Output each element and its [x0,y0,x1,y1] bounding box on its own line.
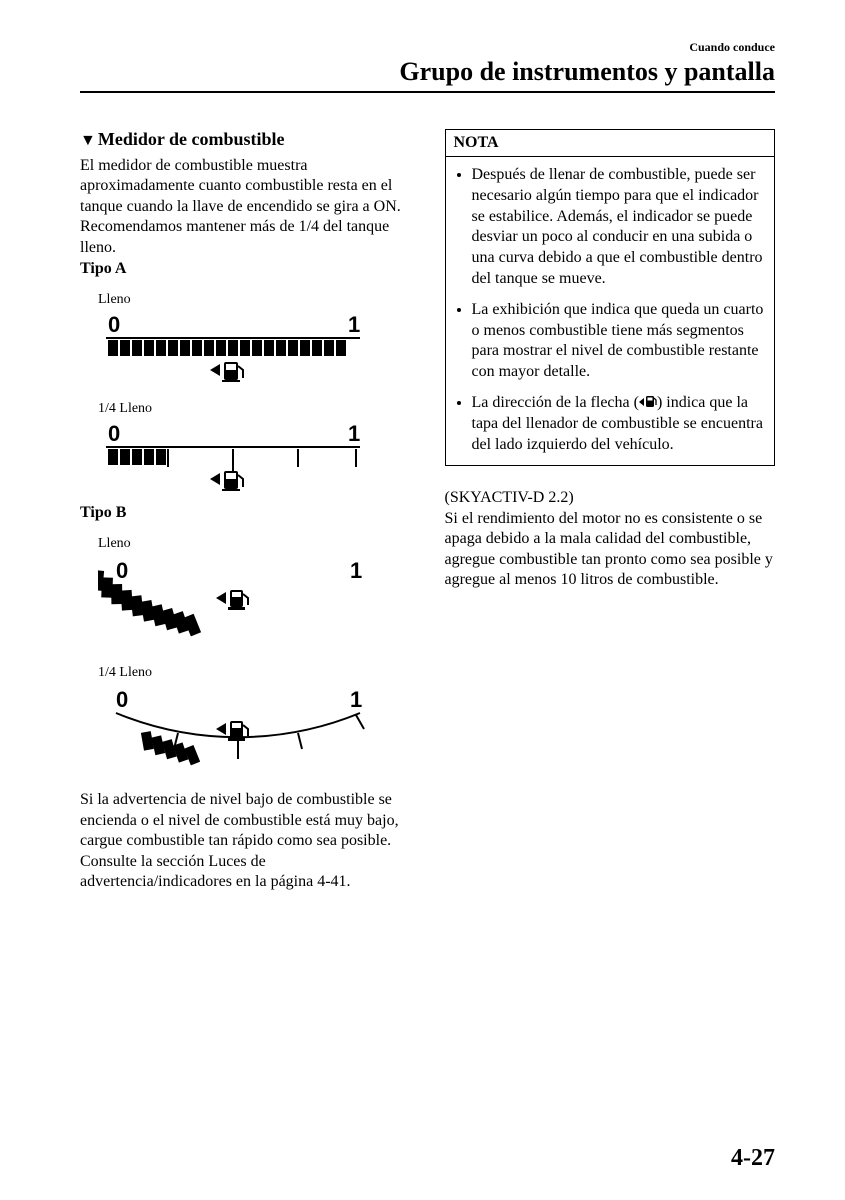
gauge-b-full: 0 1 [98,556,411,651]
fuel-pump-left-arrow-icon [210,471,243,491]
nota-item: La exhibición que indica que queda un cu… [472,300,765,383]
intro-paragraph: El medidor de combustible muestra aproxi… [80,156,411,258]
gauge-b-quarter: 0 1 [98,685,411,780]
right-column: NOTA Después de llenar de combustible, p… [445,129,776,895]
svg-text:1: 1 [350,558,362,583]
nota-list: Después de llenar de combustible, puede … [456,165,765,455]
page-number: 4-27 [731,1145,775,1172]
svg-text:1: 1 [350,687,362,712]
skyactiv-body: Si el rendimiento del motor no es consis… [445,509,776,591]
gauge-a-full-segments [108,340,346,356]
svg-text:1: 1 [348,421,360,446]
after-gauges-paragraph: Si la advertencia de nivel bajo de combu… [80,790,411,892]
page-title: Grupo de instrumentos y pantalla [80,57,775,93]
gauge-a-full-svg: 0 1 [98,312,368,382]
skyactiv-note: (SKYACTIV-D 2.2) Si el rendimiento del m… [445,488,776,590]
gauge-a-quarter: 0 1 [98,421,411,496]
gauge-a-quarter-label: 1/4 Lleno [98,401,411,417]
section-heading-text: Medidor de combustible [98,129,285,149]
section-heading: ▼Medidor de combustible [80,129,411,150]
gauge-b-quarter-label: 1/4 Lleno [98,665,411,681]
gauge-a-full: 0 1 [98,312,411,387]
type-b-label: Tipo B [80,504,411,522]
gauge-a-full-label: Lleno [98,292,411,308]
gauge-b-quarter-svg: 0 1 [98,685,378,775]
nota-title: NOTA [445,129,776,156]
two-column-layout: ▼Medidor de combustible El medidor de co… [80,129,775,895]
left-column: ▼Medidor de combustible El medidor de co… [80,129,411,895]
nota-body: Después de llenar de combustible, puede … [445,156,776,466]
type-a-label: Tipo A [80,260,411,278]
nota-item: Después de llenar de combustible, puede … [472,165,765,290]
gauge-left-num: 0 [108,312,120,337]
gauge-b-full-segments [98,556,201,636]
triangle-down-icon: ▼ [80,132,96,150]
gauge-b-quarter-segments [141,731,200,765]
gauge-b-full-label: Lleno [98,536,411,552]
gauge-b-full-svg: 0 1 [98,556,378,646]
gauge-a-quarter-segments [108,449,356,471]
breadcrumb: Cuando conduce [80,40,775,55]
nota-arrow-pre: La dirección de la flecha ( [472,394,639,411]
fuel-pump-left-arrow-icon [639,395,657,409]
fuel-pump-left-arrow-icon [216,590,248,610]
gauge-right-num: 1 [348,312,360,337]
fuel-pump-left-arrow-icon [210,362,243,382]
svg-text:0: 0 [108,421,120,446]
svg-text:0: 0 [116,558,128,583]
svg-text:0: 0 [116,687,128,712]
skyactiv-title: (SKYACTIV-D 2.2) [445,488,776,508]
fuel-pump-left-arrow-icon [216,721,248,741]
page: Cuando conduce Grupo de instrumentos y p… [0,0,845,1200]
gauge-a-quarter-svg: 0 1 [98,421,368,491]
nota-item: La dirección de la flecha ( ) indica que… [472,393,765,455]
